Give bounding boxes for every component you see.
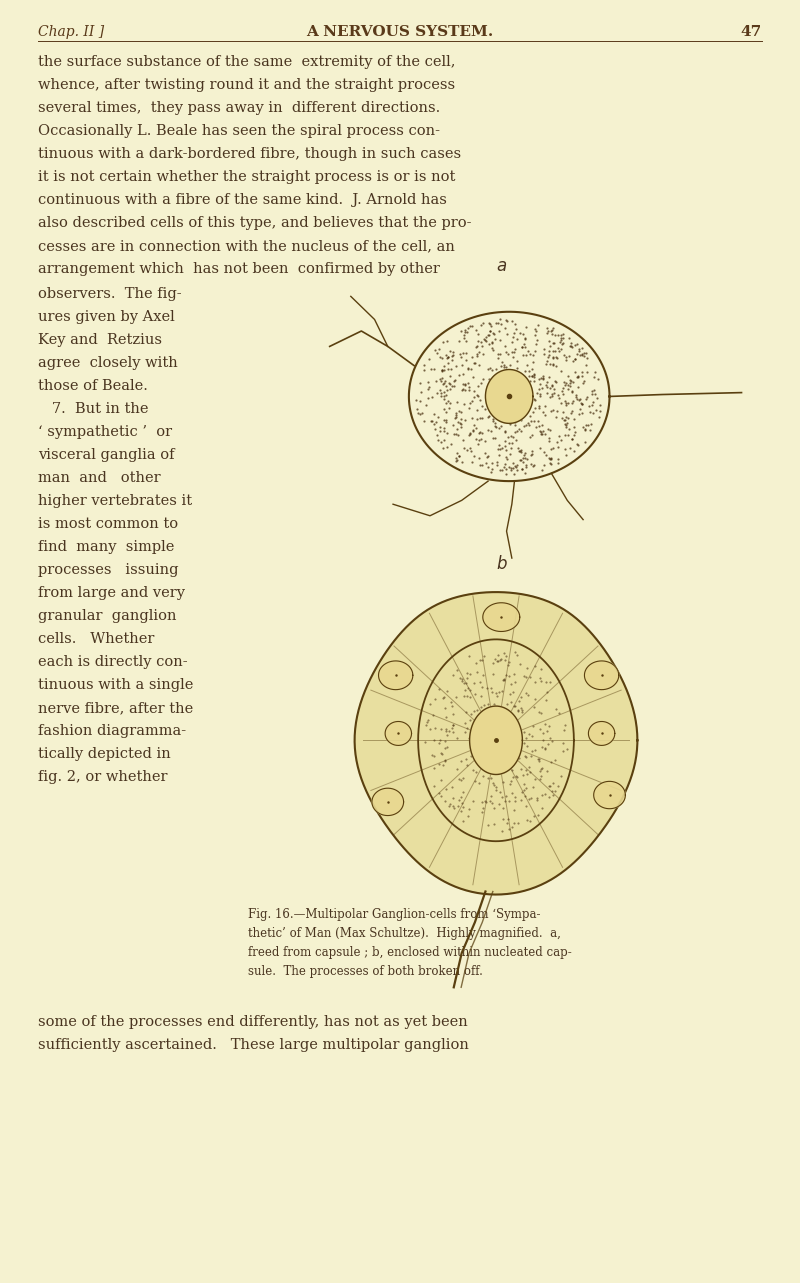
Text: observers.  The fig-: observers. The fig-	[38, 287, 182, 302]
Text: fashion diagramma-: fashion diagramma-	[38, 724, 186, 738]
Text: Occasionally L. Beale has seen the spiral process con-: Occasionally L. Beale has seen the spira…	[38, 124, 440, 139]
Text: $a$: $a$	[496, 258, 507, 275]
Text: the surface substance of the same  extremity of the cell,: the surface substance of the same extrem…	[38, 55, 455, 69]
Text: cesses are in connection with the nucleus of the cell, an: cesses are in connection with the nucleu…	[38, 239, 455, 253]
Text: whence, after twisting round it and the straight process: whence, after twisting round it and the …	[38, 78, 455, 92]
Text: granular  ganglion: granular ganglion	[38, 609, 177, 624]
Text: ‘ sympathetic ’  or: ‘ sympathetic ’ or	[38, 425, 172, 439]
Text: some of the processes end differently, has not as yet been: some of the processes end differently, h…	[38, 1015, 468, 1029]
Text: agree  closely with: agree closely with	[38, 355, 178, 370]
Text: tinuous with a dark-bordered fibre, though in such cases: tinuous with a dark-bordered fibre, thou…	[38, 148, 461, 160]
Text: arrangement which  has not been  confirmed by other: arrangement which has not been confirmed…	[38, 262, 440, 276]
Text: visceral ganglia of: visceral ganglia of	[38, 448, 174, 462]
Text: from large and very: from large and very	[38, 586, 185, 600]
Polygon shape	[589, 721, 614, 745]
Text: also described cells of this type, and believes that the pro-: also described cells of this type, and b…	[38, 216, 471, 230]
Text: nerve fibre, after the: nerve fibre, after the	[38, 701, 194, 715]
Text: those of Beale.: those of Beale.	[38, 378, 148, 393]
Text: higher vertebrates it: higher vertebrates it	[38, 494, 192, 508]
Polygon shape	[483, 603, 520, 631]
Text: freed from capsule ; b, enclosed within nucleated cap-: freed from capsule ; b, enclosed within …	[248, 946, 572, 958]
Polygon shape	[354, 591, 638, 894]
Text: Chap. II ]: Chap. II ]	[38, 24, 104, 38]
Text: cells.   Whether: cells. Whether	[38, 633, 154, 647]
Text: Fig. 16.—Multipolar Ganglion-cells from ‘Sympa-: Fig. 16.—Multipolar Ganglion-cells from …	[248, 908, 541, 921]
Polygon shape	[470, 706, 522, 775]
Polygon shape	[486, 370, 533, 423]
Text: continuous with a fibre of the same kind.  J. Arnold has: continuous with a fibre of the same kind…	[38, 192, 447, 207]
Text: thetic’ of Man (Max Schultze).  Highly magnified.  a,: thetic’ of Man (Max Schultze). Highly ma…	[248, 928, 561, 940]
Text: each is directly con-: each is directly con-	[38, 656, 188, 668]
Text: is most common to: is most common to	[38, 517, 178, 531]
Text: several times,  they pass away in  different directions.: several times, they pass away in differe…	[38, 101, 440, 115]
Text: 7.  But in the: 7. But in the	[38, 402, 149, 416]
Polygon shape	[385, 721, 411, 745]
Text: ures given by Axel: ures given by Axel	[38, 310, 174, 325]
Text: tinuous with a single: tinuous with a single	[38, 677, 194, 692]
Polygon shape	[372, 788, 404, 816]
Polygon shape	[594, 781, 626, 808]
Polygon shape	[585, 661, 618, 690]
Polygon shape	[378, 661, 413, 690]
Text: $b$: $b$	[496, 554, 508, 572]
Text: sufficiently ascertained.   These large multipolar ganglion: sufficiently ascertained. These large mu…	[38, 1038, 469, 1052]
Text: tically depicted in: tically depicted in	[38, 747, 170, 761]
Text: sule.  The processes of both broken off.: sule. The processes of both broken off.	[248, 965, 483, 978]
Text: man  and   other: man and other	[38, 471, 161, 485]
Text: 47: 47	[741, 24, 762, 38]
Text: processes   issuing: processes issuing	[38, 563, 178, 577]
Text: A NERVOUS SYSTEM.: A NERVOUS SYSTEM.	[306, 24, 494, 38]
Text: Key and  Retzius: Key and Retzius	[38, 334, 162, 346]
Text: find  many  simple: find many simple	[38, 540, 174, 554]
Text: fig. 2, or whether: fig. 2, or whether	[38, 770, 167, 784]
Text: it is not certain whether the straight process is or is not: it is not certain whether the straight p…	[38, 171, 455, 183]
